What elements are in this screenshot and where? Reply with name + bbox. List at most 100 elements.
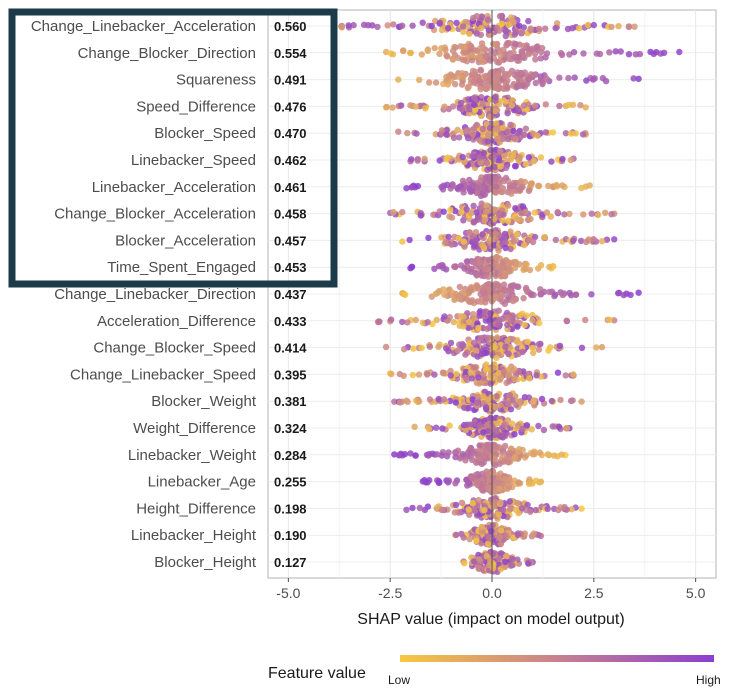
- shap-point: [479, 125, 486, 133]
- shap-point: [455, 295, 463, 302]
- shap-point: [553, 20, 561, 27]
- shap-point: [549, 129, 557, 136]
- shap-point: [470, 420, 477, 428]
- shap-point: [504, 372, 512, 379]
- shap-point: [635, 75, 642, 83]
- shap-point: [510, 18, 517, 25]
- shap-point: [578, 505, 585, 512]
- shap-point: [441, 291, 448, 298]
- shap-point: [500, 431, 507, 439]
- shap-point: [579, 131, 587, 138]
- shap-point: [495, 511, 503, 518]
- shap-point: [471, 125, 478, 132]
- shap-point: [406, 236, 413, 244]
- shap-point: [466, 30, 473, 38]
- shap-point: [518, 29, 526, 36]
- shap-point: [460, 342, 467, 349]
- shap-point: [438, 127, 446, 134]
- shap-point: [407, 450, 414, 457]
- shap-point: [538, 395, 546, 403]
- shap-point: [433, 316, 440, 324]
- shap-point: [567, 156, 574, 164]
- shap-point: [521, 131, 528, 138]
- shap-point: [445, 348, 452, 355]
- shap-point: [523, 422, 531, 429]
- shap-point: [384, 22, 391, 29]
- shap-point: [502, 558, 509, 566]
- shap-point: [458, 499, 466, 506]
- shap-point: [553, 181, 560, 189]
- shap-point: [525, 154, 532, 161]
- shap-point: [426, 79, 433, 86]
- shap-point: [546, 263, 553, 271]
- shap-point: [557, 396, 564, 404]
- shap-point: [508, 190, 515, 197]
- shap-point: [660, 49, 668, 56]
- shap-point: [462, 457, 469, 464]
- shap-point: [504, 400, 512, 407]
- shap-point: [497, 176, 504, 183]
- shap-point: [519, 425, 526, 433]
- feature-mean-value: 0.462: [274, 153, 307, 168]
- shap-point: [492, 293, 499, 300]
- x-tick-label: 0.0: [482, 585, 502, 601]
- shap-point: [578, 398, 585, 405]
- shap-point: [447, 372, 454, 379]
- shap-point: [473, 272, 480, 279]
- shap-point: [525, 480, 533, 487]
- shap-point: [559, 182, 566, 189]
- shap-point: [582, 316, 589, 324]
- shap-point: [514, 338, 521, 345]
- shap-point: [516, 446, 523, 453]
- shap-point: [516, 398, 523, 405]
- shap-point: [449, 47, 457, 54]
- shap-point: [501, 152, 508, 159]
- shap-point: [504, 110, 511, 117]
- shap-point: [598, 343, 606, 351]
- shap-point: [489, 469, 497, 476]
- shap-point: [519, 203, 527, 210]
- shap-point: [499, 188, 506, 196]
- shap-point: [507, 121, 514, 128]
- shap-point: [447, 206, 454, 214]
- shap-point: [472, 237, 479, 244]
- shap-point: [469, 500, 476, 507]
- shap-point: [485, 256, 493, 264]
- shap-point: [502, 553, 510, 560]
- legend-colorbar: [400, 655, 714, 662]
- shap-point: [459, 451, 467, 458]
- shap-point: [497, 147, 504, 155]
- feature-label: Change_Linebacker_Direction: [54, 286, 256, 303]
- shap-point: [461, 243, 468, 250]
- shap-point: [556, 342, 564, 349]
- shap-point: [478, 523, 485, 531]
- shap-point: [568, 130, 575, 137]
- shap-point: [448, 241, 455, 248]
- shap-point: [452, 399, 459, 406]
- shap-point: [447, 367, 454, 375]
- shap-point: [504, 40, 512, 47]
- shap-point: [435, 395, 442, 403]
- shap-point: [494, 76, 501, 84]
- shap-point: [512, 506, 520, 514]
- shap-point: [466, 536, 473, 543]
- shap-point: [511, 365, 518, 373]
- shap-point: [511, 264, 519, 271]
- shap-point: [436, 157, 443, 164]
- shap-point: [482, 403, 490, 411]
- shap-point: [414, 157, 421, 164]
- feature-mean-value: 0.414: [274, 341, 307, 356]
- shap-point: [547, 213, 554, 220]
- shap-point: [449, 103, 457, 110]
- shap-point: [514, 531, 521, 539]
- shap-point: [396, 399, 404, 406]
- shap-point: [480, 149, 488, 157]
- shap-point: [487, 380, 494, 387]
- shap-point: [505, 293, 512, 300]
- shap-point: [612, 48, 619, 55]
- shap-point: [516, 82, 523, 90]
- shap-point: [467, 75, 475, 83]
- shap-point: [494, 58, 501, 66]
- shap-point: [511, 375, 518, 382]
- shap-point: [473, 13, 480, 20]
